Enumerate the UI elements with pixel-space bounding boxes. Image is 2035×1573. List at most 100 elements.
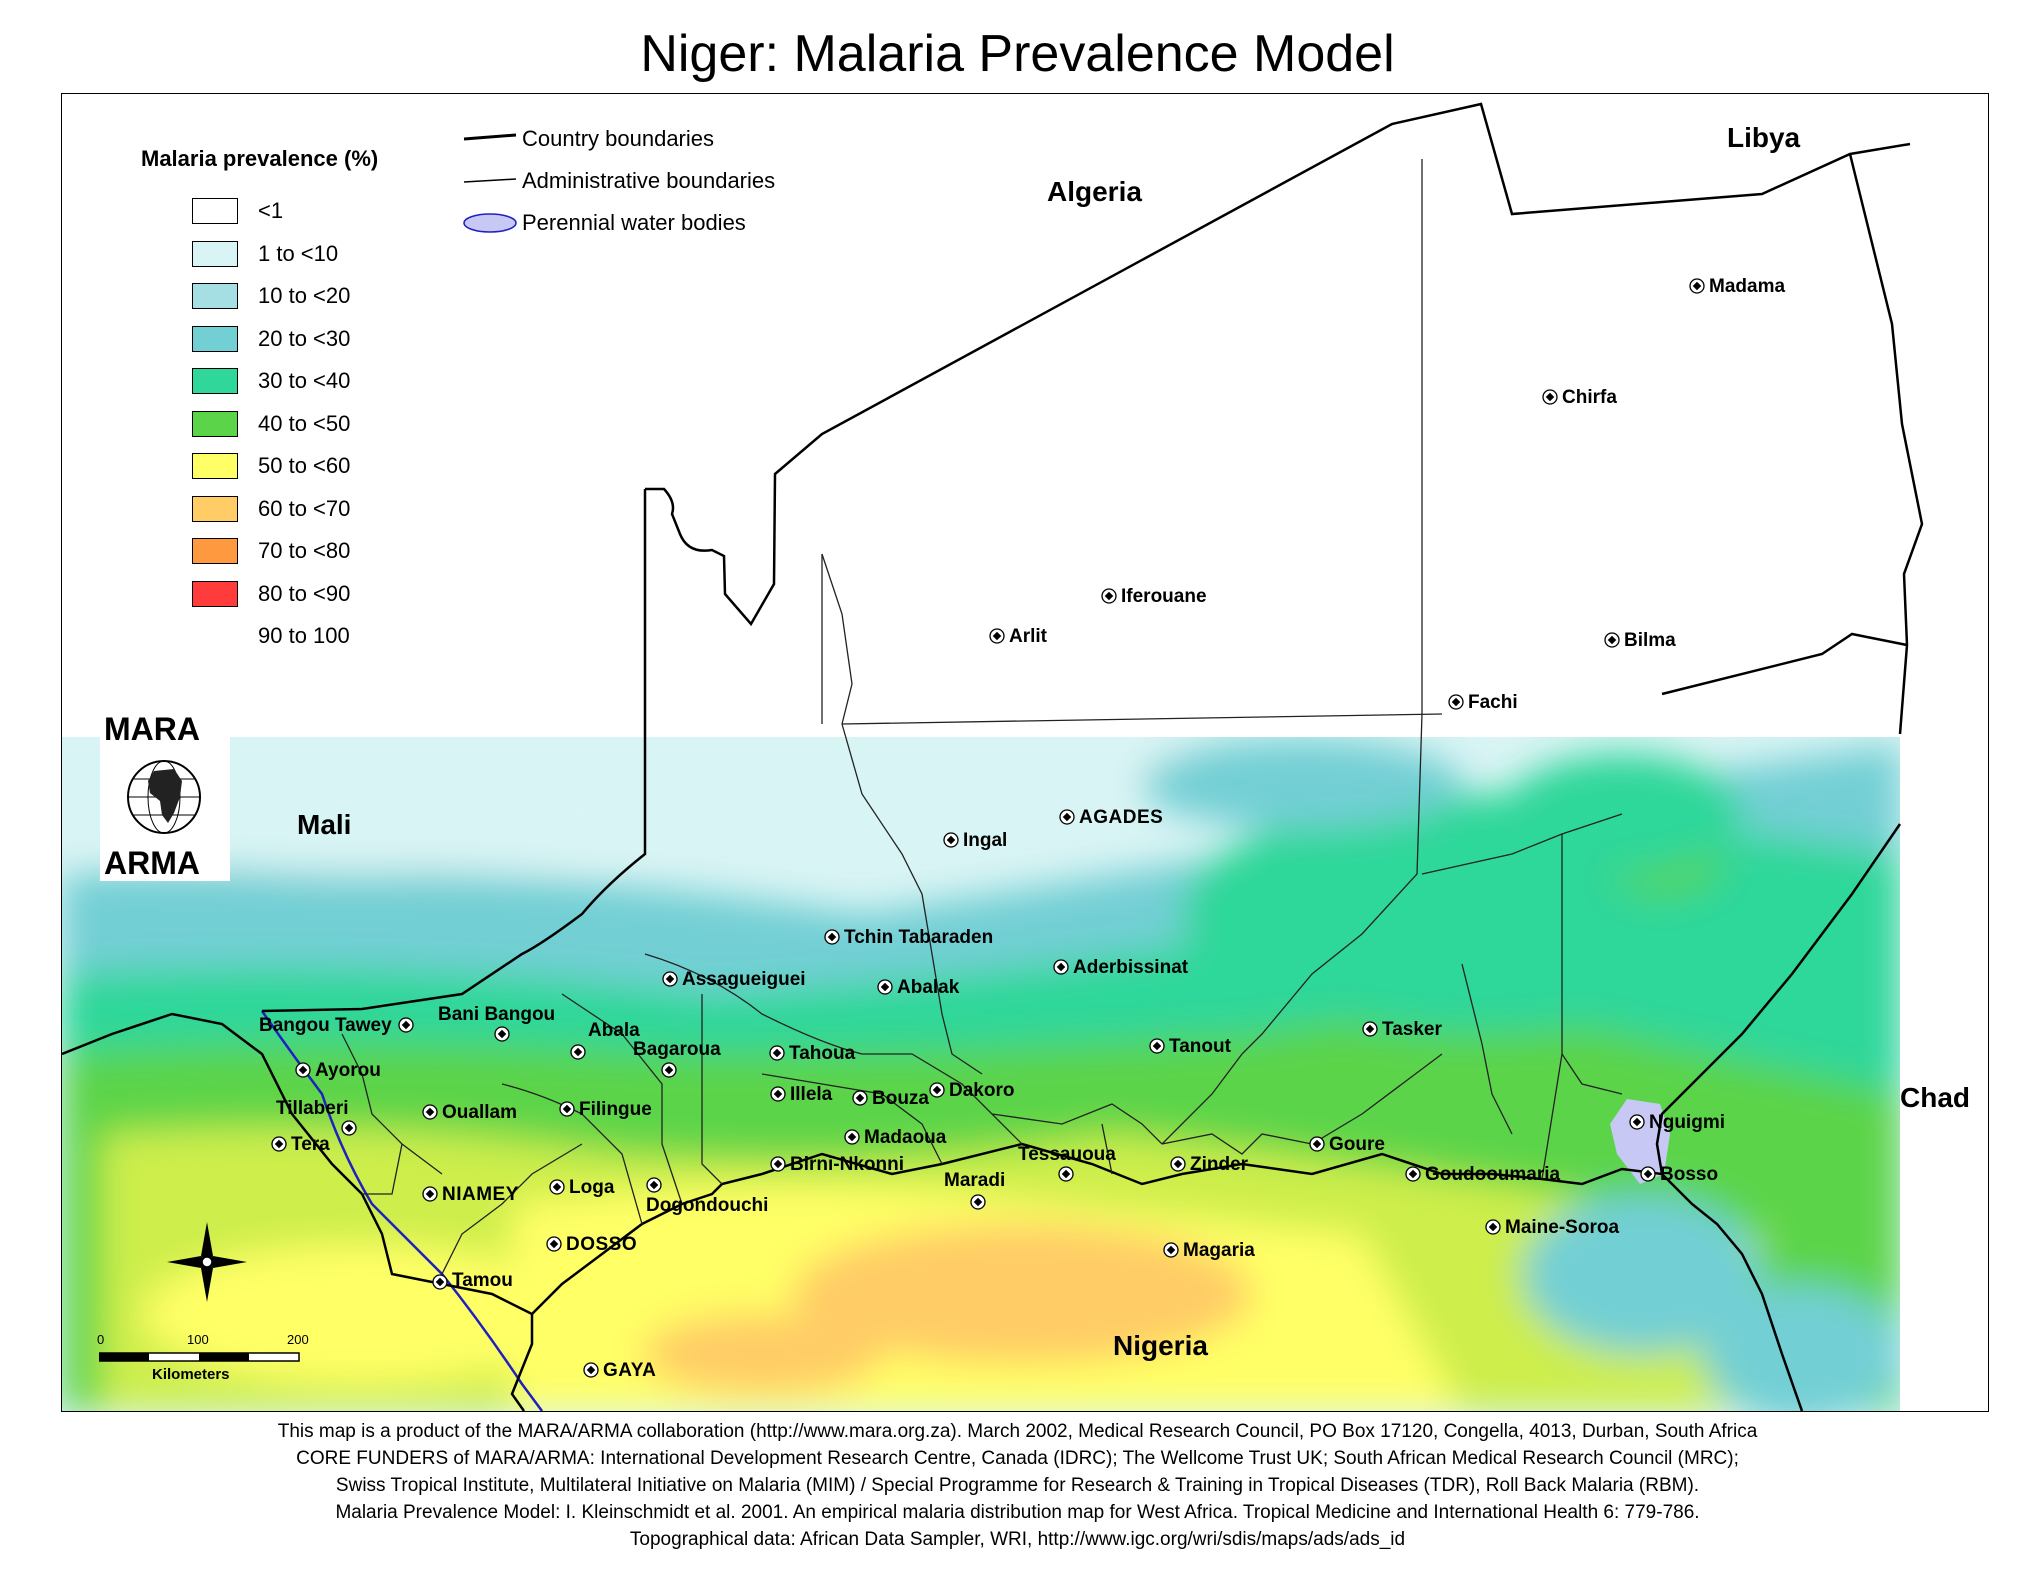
town-marker-icon [1405, 1166, 1421, 1182]
scale-bar: 0 100 200 Kilometers [97, 1332, 317, 1392]
footer-line-4: Malaria Prevalence Model: I. Kleinschmid… [335, 1502, 1700, 1523]
footer-line-5: Topographical data: African Data Sampler… [629, 1529, 1406, 1550]
ref-admin-label: Administrative boundaries [522, 168, 776, 193]
footer-line-2: CORE FUNDERS of MARA/ARMA: International… [296, 1448, 1739, 1469]
country-boundaries [62, 102, 1924, 1411]
legend-label: 30 to <40 [258, 368, 351, 393]
legend-label: 90 to 100 [258, 623, 350, 648]
legend-item: 90 to 100 [192, 623, 392, 649]
town-marker-icon [970, 1194, 986, 1210]
town-marker-icon [824, 929, 840, 945]
country-label-libya: Libya [1727, 122, 1801, 153]
town-marker-icon [1059, 809, 1075, 825]
legend-swatch [192, 453, 238, 479]
town-marker-icon [1448, 694, 1464, 710]
legend-label: <1 [258, 198, 284, 223]
map-title: Niger: Malaria Prevalence Model [640, 25, 1395, 83]
legend-swatch [192, 325, 238, 352]
town-marker-icon [1362, 1021, 1378, 1037]
town-marker-icon [494, 1026, 510, 1042]
map-frame: Malaria prevalence (%) <1 1 to <10 10 to <… [61, 93, 1989, 1412]
legend-label: 20 to <30 [258, 325, 351, 351]
town-marker-icon [295, 1062, 311, 1078]
admin-boundaries [341, 159, 1623, 1275]
town-marker-icon [844, 1129, 860, 1145]
prevalence-raster [62, 737, 1900, 1411]
town-marker-icon [422, 1186, 438, 1202]
legend-label: 1 to <10 [258, 240, 339, 266]
scale-tick-0: 0 [97, 1332, 105, 1347]
legend-label: 80 to <90 [258, 580, 351, 606]
logo-text-top: MARA [104, 711, 200, 747]
town-marker-icon [662, 971, 678, 987]
town-marker-icon [549, 1179, 565, 1195]
legend-item: 30 to <40 [192, 368, 392, 394]
footer-line-1: This map is a product of the MARA/ARMA c… [277, 1421, 1758, 1442]
country-label-mali: Mali [297, 809, 352, 840]
town-marker-icon [661, 1062, 677, 1078]
legend-label: 40 to <50 [258, 410, 351, 436]
town-marker-icon [989, 628, 1005, 644]
legend-item: 10 to <20 [192, 283, 392, 309]
town-marker-icon [1309, 1136, 1325, 1152]
scale-tick-200: 200 [287, 1332, 309, 1347]
town-marker-icon [546, 1236, 562, 1252]
town-marker-icon [271, 1136, 287, 1152]
legend-swatch [192, 368, 238, 394]
country-label-nigeria: Nigeria [1113, 1330, 1208, 1361]
legend-item: <1 [192, 198, 392, 224]
mara-arma-logo: MARA ARMA [100, 711, 230, 881]
north-arrow-icon [167, 1222, 247, 1302]
desert-blank [62, 94, 1900, 737]
town-marker-icon [1149, 1038, 1165, 1054]
town-marker-icon [570, 1044, 586, 1060]
town-marker-icon [646, 1177, 662, 1193]
town-marker-icon [422, 1104, 438, 1120]
legend-swatch [192, 580, 238, 607]
town-marker-icon [559, 1101, 575, 1117]
ref-country-label: Country boundaries [522, 126, 715, 151]
logo-text-bottom: ARMA [104, 845, 200, 881]
town-marker-icon [398, 1017, 414, 1033]
town-marker-icon [877, 979, 893, 995]
legend-swatch [192, 198, 238, 224]
lake-chad [1610, 1099, 1670, 1184]
legend-item: 60 to <70 [192, 495, 392, 522]
scale-tick-100: 100 [187, 1332, 209, 1347]
legend-swatch [192, 538, 238, 564]
legend-label: 50 to <60 [258, 453, 351, 478]
map-canvas [62, 94, 1924, 1411]
town-marker-icon [1604, 632, 1620, 648]
legend-label: 70 to <80 [258, 538, 351, 563]
town-marker-icon [770, 1086, 786, 1102]
legend-label: 60 to <70 [258, 495, 351, 521]
town-marker-icon [341, 1120, 357, 1136]
town-marker-icon [1485, 1219, 1501, 1235]
town-marker-icon [1163, 1242, 1179, 1258]
country-label-algeria: Algeria [1047, 176, 1142, 207]
legend-swatch [192, 240, 238, 267]
legend-item: 70 to <80 [192, 538, 392, 564]
town-marker-icon [1640, 1166, 1656, 1182]
scale-units: Kilometers [152, 1366, 230, 1383]
town-marker-icon [1542, 389, 1558, 405]
legend-item: 80 to <90 [192, 580, 392, 607]
legend-item: 40 to <50 [192, 410, 392, 437]
town-marker-icon [929, 1082, 945, 1098]
town-marker-icon [852, 1090, 868, 1106]
legend-label: 10 to <20 [258, 283, 351, 308]
country-label-chad: Chad [1900, 1082, 1970, 1113]
footer-line-3: Swiss Tropical Institute, Multilateral I… [335, 1475, 1700, 1496]
globe-icon [127, 760, 201, 834]
country-line-icon [463, 133, 517, 141]
legend-swatch [192, 283, 238, 309]
town-marker-icon [1101, 588, 1117, 604]
town-marker-icon [1170, 1156, 1186, 1172]
legend-item: 20 to <30 [192, 325, 392, 352]
town-marker-icon [769, 1045, 785, 1061]
town-marker-icon [1629, 1114, 1645, 1130]
legend-swatch [192, 410, 238, 437]
footer-credits: This map is a product of the MARA/ARMA c… [0, 1418, 2035, 1553]
town-marker-icon [432, 1274, 448, 1290]
town-marker-icon [1058, 1166, 1074, 1182]
